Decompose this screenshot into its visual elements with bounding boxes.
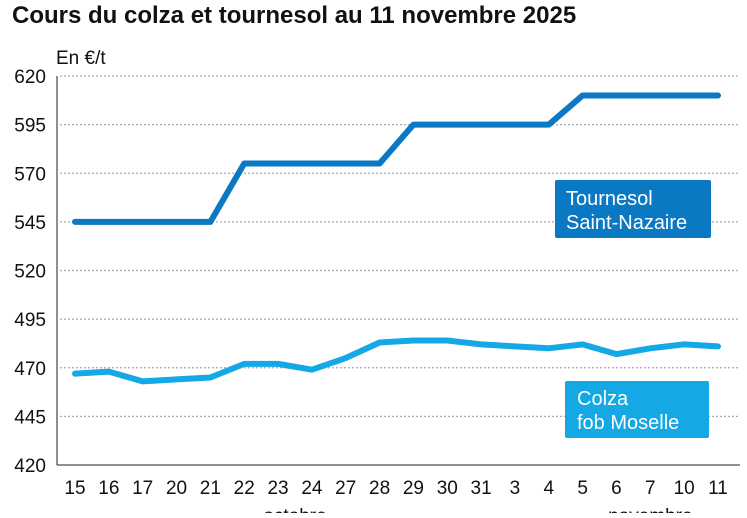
series-line-colza (75, 341, 718, 382)
y-tick-label: 495 (14, 310, 46, 331)
month-label: novembre (608, 506, 693, 513)
x-tick-label: 31 (471, 478, 492, 499)
x-tick-label: 11 (708, 478, 728, 499)
y-tick-label: 520 (14, 262, 46, 283)
x-tick-label: 23 (267, 478, 288, 499)
x-tick-label: 6 (611, 478, 622, 499)
month-label: octobre (263, 506, 326, 513)
legend-tournesol: Tournesol Saint-Nazaire (555, 180, 711, 238)
x-tick-label: 29 (403, 478, 424, 499)
x-tick-label: 21 (200, 478, 221, 499)
x-tick-label: 3 (510, 478, 521, 499)
y-tick-label: 470 (14, 359, 46, 380)
y-tick-label: 570 (14, 164, 46, 185)
x-tick-label: 16 (98, 478, 119, 499)
x-tick-label: 7 (645, 478, 656, 499)
y-tick-label: 545 (14, 213, 46, 234)
y-tick-label: 445 (14, 407, 46, 428)
legend-tournesol-line2: Saint-Nazaire (566, 212, 687, 234)
y-tick-label: 420 (14, 456, 46, 477)
x-tick-label: 15 (64, 478, 85, 499)
legend-colza-line1: Colza (577, 388, 629, 410)
x-tick-label: 30 (437, 478, 458, 499)
y-tick-label: 620 (14, 67, 46, 88)
chart-title: Cours du colza et tournesol au 11 novemb… (12, 2, 576, 29)
y-tick-label: 595 (14, 116, 46, 137)
legend-colza: Colza fob Moselle (565, 381, 709, 438)
x-tick-label: 4 (544, 478, 555, 499)
x-tick-label: 10 (674, 478, 695, 499)
x-tick-label: 5 (577, 478, 588, 499)
x-tick-label: 17 (132, 478, 153, 499)
y-axis-label: En €/t (56, 48, 106, 69)
x-tick-label: 24 (301, 478, 323, 499)
x-tick-label: 20 (166, 478, 187, 499)
legend-colza-line2: fob Moselle (577, 412, 679, 434)
x-tick-label: 28 (369, 478, 390, 499)
x-tick-label: 27 (335, 478, 356, 499)
legend-tournesol-line1: Tournesol (566, 188, 653, 210)
x-tick-label: 22 (234, 478, 255, 499)
